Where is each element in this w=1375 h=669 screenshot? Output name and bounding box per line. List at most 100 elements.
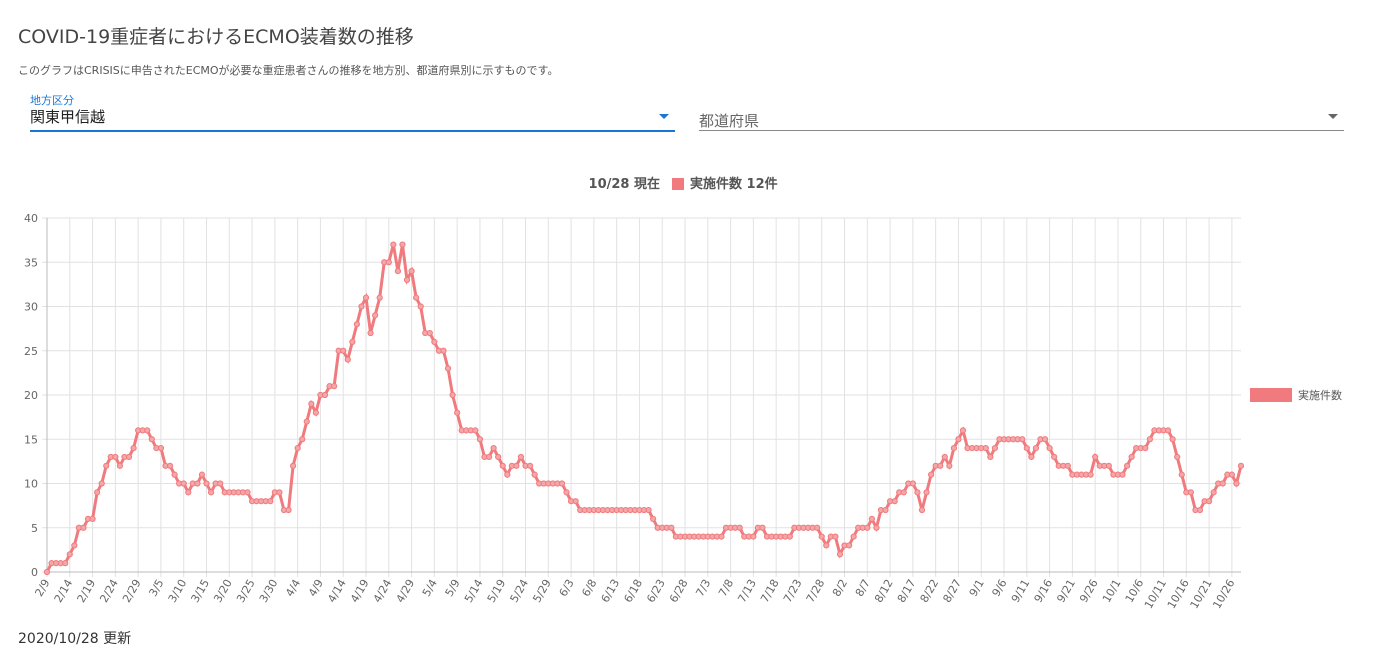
prefecture-select[interactable]: 都道府県 xyxy=(699,92,1344,131)
x-tick-label: 4/29 xyxy=(394,577,418,605)
x-tick-label: 7/18 xyxy=(758,577,782,605)
data-point xyxy=(1123,462,1131,469)
data-point xyxy=(1023,445,1030,452)
data-point xyxy=(914,489,921,496)
x-tick-label: 10/26 xyxy=(1210,577,1237,611)
data-point xyxy=(1028,453,1035,461)
data-point xyxy=(928,471,935,478)
data-point xyxy=(909,480,916,487)
x-tick-label: 8/22 xyxy=(918,577,942,605)
data-point xyxy=(267,498,274,505)
data-point xyxy=(98,480,105,487)
data-point xyxy=(1228,471,1235,478)
data-point xyxy=(836,551,844,558)
data-point xyxy=(71,542,78,549)
data-point xyxy=(130,445,137,452)
data-point xyxy=(1210,489,1217,496)
data-point xyxy=(891,498,898,505)
data-point xyxy=(991,445,999,452)
data-point xyxy=(900,489,907,496)
data-point xyxy=(1051,453,1058,461)
x-tick-label: 3/30 xyxy=(257,577,281,605)
legend-swatch xyxy=(672,178,684,190)
x-tick-label: 7/13 xyxy=(735,577,759,605)
data-point xyxy=(923,489,930,496)
y-tick-label: 15 xyxy=(24,433,38,446)
data-point xyxy=(185,489,192,496)
data-point xyxy=(289,462,297,469)
data-point xyxy=(946,462,953,469)
y-tick-label: 5 xyxy=(31,522,38,535)
data-point xyxy=(62,560,69,567)
data-line xyxy=(45,244,1243,573)
prefecture-placeholder: 都道府県 xyxy=(699,112,760,130)
data-point xyxy=(43,568,51,576)
data-point xyxy=(194,480,201,487)
data-point xyxy=(490,445,497,452)
data-point xyxy=(203,480,210,487)
data-point xyxy=(955,436,962,443)
data-point xyxy=(180,480,187,487)
y-tick-label: 0 xyxy=(31,566,38,579)
y-tick-label: 40 xyxy=(24,212,38,225)
data-point xyxy=(285,506,292,514)
x-tick-label: 5/14 xyxy=(462,577,486,605)
data-point xyxy=(1178,471,1185,478)
x-tick-label: 8/12 xyxy=(872,577,896,605)
data-point xyxy=(1041,436,1049,443)
region-value: 関東甲信越 xyxy=(30,108,106,126)
y-tick-label: 20 xyxy=(24,389,38,402)
data-point xyxy=(148,436,155,443)
data-point xyxy=(1064,462,1071,469)
data-point xyxy=(1196,506,1204,514)
x-tick-label: 10/16 xyxy=(1165,577,1192,611)
data-point xyxy=(358,303,365,310)
data-point xyxy=(645,506,652,514)
x-tick-label: 8/17 xyxy=(895,577,919,605)
data-point xyxy=(736,524,743,531)
data-point xyxy=(1105,462,1112,469)
y-tick-label: 35 xyxy=(24,256,38,269)
dropdown-arrow xyxy=(659,114,669,119)
data-point xyxy=(449,391,456,399)
data-point xyxy=(1237,462,1245,469)
data-point xyxy=(485,453,493,461)
y-tick-label: 30 xyxy=(24,301,38,314)
data-point xyxy=(472,427,479,434)
x-tick-label: 4/14 xyxy=(325,577,349,605)
data-point xyxy=(308,400,315,407)
data-point xyxy=(299,436,306,443)
data-point xyxy=(517,453,525,461)
x-tick-label: 10/1 xyxy=(1100,577,1124,605)
data-point xyxy=(444,365,452,372)
x-tick-label: 3/25 xyxy=(234,577,258,605)
data-point xyxy=(864,524,871,531)
data-point xyxy=(1174,453,1181,461)
data-point xyxy=(668,524,675,531)
data-point xyxy=(499,462,506,469)
data-point xyxy=(818,533,825,540)
data-point xyxy=(312,409,319,416)
data-point xyxy=(413,294,420,301)
data-point xyxy=(244,489,251,496)
data-point xyxy=(89,515,96,522)
x-tick-label: 5/9 xyxy=(443,577,463,599)
region-label: 地方区分 xyxy=(30,94,74,107)
data-point xyxy=(832,533,839,540)
data-point xyxy=(198,471,206,478)
legend-swatch xyxy=(1250,388,1292,402)
x-tick-label: 5/19 xyxy=(485,577,509,605)
data-point xyxy=(367,329,374,337)
x-tick-label: 8/7 xyxy=(853,577,873,599)
data-point xyxy=(94,489,101,496)
region-select[interactable]: 地方区分 関東甲信越 xyxy=(30,92,675,132)
data-point xyxy=(1142,445,1149,452)
x-tick-label: 2/14 xyxy=(52,577,76,605)
data-point xyxy=(504,471,511,478)
x-tick-label: 5/4 xyxy=(420,577,440,599)
x-tick-label: 7/23 xyxy=(781,577,805,605)
data-point xyxy=(513,462,520,469)
data-point xyxy=(340,347,347,354)
x-tick-label: 4/19 xyxy=(348,577,372,605)
